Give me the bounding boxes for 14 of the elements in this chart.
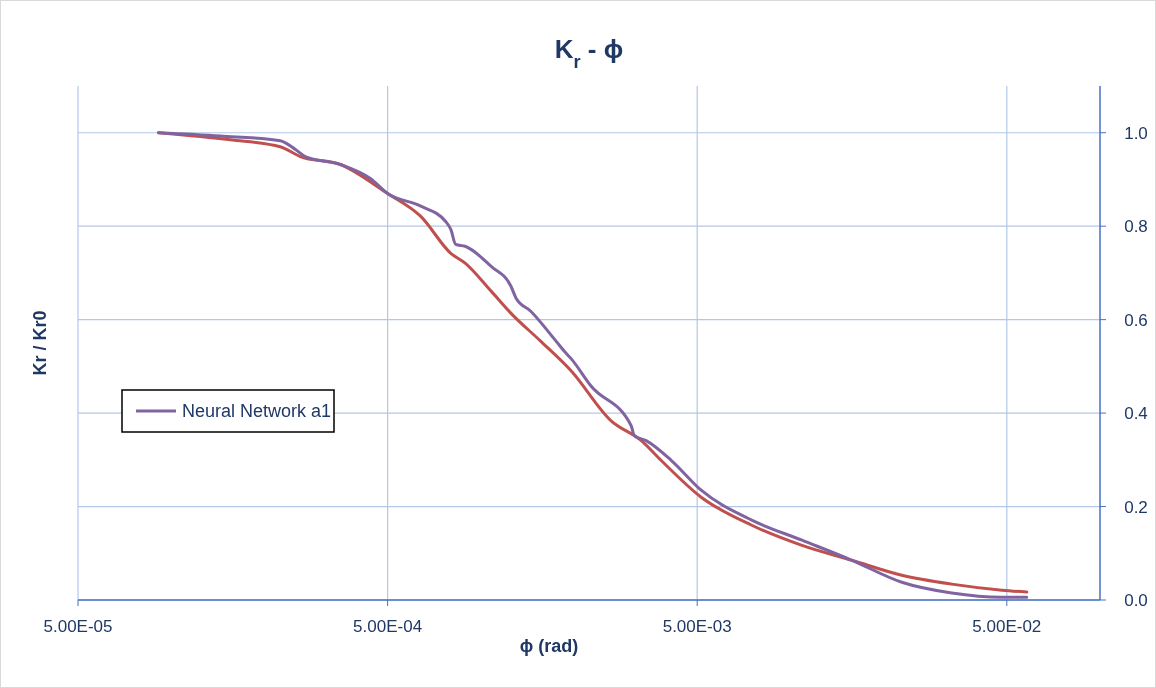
y-tick-label: 0.0 — [1124, 591, 1148, 610]
x-axis-title: ϕ (rad) — [519, 636, 579, 656]
legend-label: Neural Network a1 — [182, 401, 332, 421]
y-tick-label: 0.2 — [1124, 497, 1148, 517]
x-tick-label: 5.00E-03 — [662, 617, 732, 636]
x-tick-label: 5.00E-04 — [353, 617, 423, 636]
chart-title: K$_{r}$ - ϕ — [554, 34, 624, 72]
x-tick-label: 5.00E-02 — [972, 617, 1042, 636]
y-tick-label: 1.0 — [1124, 123, 1148, 143]
y-tick-label: 0.4 — [1124, 404, 1148, 424]
x-tick-label: 5.00E-05 — [43, 617, 113, 636]
y-axis-title: Kr / Kr0 — [30, 310, 50, 376]
y-tick-label: 0.6 — [1124, 310, 1148, 330]
y-tick-label: 0.8 — [1124, 217, 1148, 237]
